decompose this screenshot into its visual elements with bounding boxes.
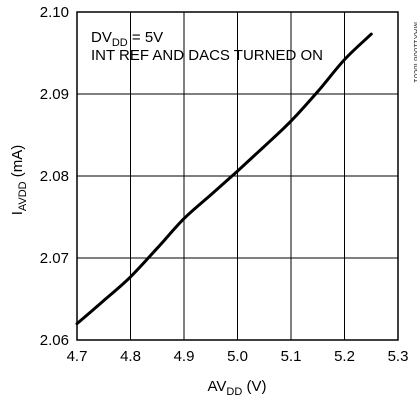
y-tick-label: 2.08 xyxy=(40,168,69,185)
y-tick-label: 2.09 xyxy=(40,86,69,103)
y-tick-label: 2.10 xyxy=(40,4,69,21)
plot-frame xyxy=(76,11,399,341)
x-tick-label: 4.9 xyxy=(174,348,195,365)
x-tick-labels: 4.7 4.8 4.9 5.0 5.1 5.2 5.3 xyxy=(67,348,409,365)
x-tick-label: 5.0 xyxy=(227,348,248,365)
x-tick-label: 5.2 xyxy=(334,348,355,365)
x-tick-label: 5.1 xyxy=(281,348,302,365)
x-tick-label: 4.7 xyxy=(67,348,88,365)
x-tick-label: 4.8 xyxy=(120,348,141,365)
grid-lines xyxy=(77,12,398,340)
annotation-line-1: DVDD = 5V xyxy=(91,29,163,49)
y-axis-label: IAVDD (mA) xyxy=(9,145,29,216)
figure-id: MAX11008 toc01 xyxy=(412,22,417,83)
x-axis-label: AVDD (V) xyxy=(208,378,267,398)
y-tick-labels: 2.06 2.07 2.08 2.09 2.10 xyxy=(40,4,69,349)
y-tick-label: 2.07 xyxy=(40,250,69,267)
series-line xyxy=(75,32,373,326)
y-tick-label: 2.06 xyxy=(40,332,69,349)
x-tick-label: 5.3 xyxy=(388,348,409,365)
annotation-line-2: INT REF AND DACS TURNED ON xyxy=(91,47,323,64)
